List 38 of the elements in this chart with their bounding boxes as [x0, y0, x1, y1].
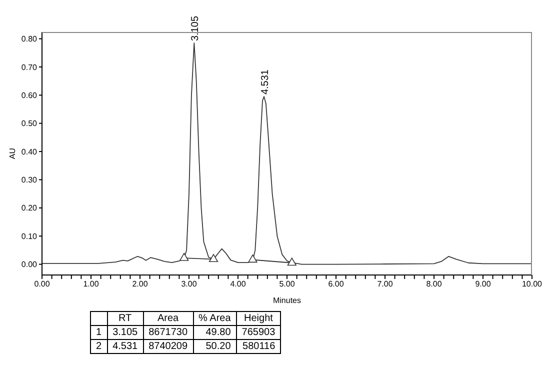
x-tick-label: 8.00 — [426, 280, 442, 289]
text: % Area — [193, 312, 236, 326]
text: Height — [236, 312, 281, 326]
x-tick-label: 0.00 — [34, 280, 50, 289]
y-tick-label: 0.10 — [21, 232, 38, 241]
x-tick-label: 1.00 — [83, 280, 100, 289]
x-axis-title: Minutes — [272, 296, 302, 305]
text: 4.531 — [107, 340, 144, 354]
y-tick-label: 0.20 — [21, 204, 38, 213]
x-tick-label: 4.00 — [230, 280, 246, 289]
annotation: 3.105 — [190, 16, 202, 41]
y-tick-label: 0.60 — [21, 90, 38, 100]
y-tick-label: 0.40 — [21, 147, 38, 156]
x-tick-label: 3.00 — [181, 280, 198, 289]
text: 3.105 — [107, 326, 144, 340]
text: 49.80 — [193, 326, 236, 340]
annotation: 4.531 — [260, 69, 272, 95]
text: 50.20 — [193, 340, 236, 354]
text: Area — [143, 312, 194, 326]
x-tick-label: 9.00 — [475, 280, 492, 289]
x-tick-label: 5.00 — [279, 280, 296, 289]
text: 8740209 — [143, 340, 194, 354]
x-tick-label: 10.00 — [522, 280, 543, 289]
text: 2 — [90, 340, 108, 354]
y-axis-title: AU — [8, 148, 17, 160]
text: 580116 — [236, 340, 281, 354]
text: RT — [107, 312, 144, 326]
y-tick-label: 0.70 — [21, 62, 38, 72]
y-tick-label: 0.50 — [21, 119, 38, 128]
x-tick-label: 2.00 — [132, 280, 148, 289]
text: 765903 — [236, 326, 281, 340]
y-tick-label: 0.30 — [21, 176, 38, 185]
y-tick-label: 0.00 — [21, 260, 38, 270]
text: 8671730 — [143, 326, 194, 340]
x-tick-label: 6.00 — [328, 280, 344, 289]
text: 1 — [90, 326, 108, 340]
x-tick-label: 7.00 — [377, 280, 394, 289]
y-tick-label: 0.80 — [21, 34, 38, 44]
